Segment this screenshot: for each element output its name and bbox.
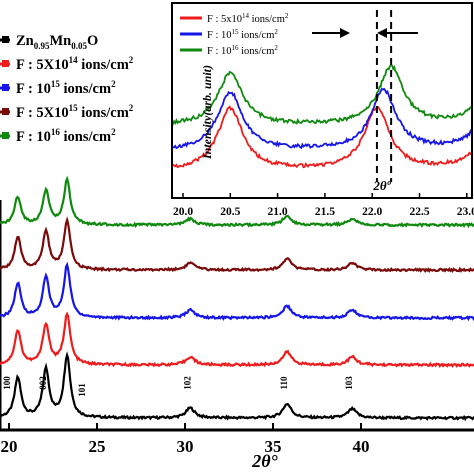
main-tick-label: 25	[89, 437, 106, 456]
inset-tick-label: 22.0	[362, 206, 382, 218]
main-series-line	[0, 261, 474, 322]
peak-label: 100	[2, 376, 12, 390]
legend-label: Zn0.95Mn0.05O	[16, 33, 98, 51]
main-series-line	[0, 351, 474, 422]
peak-label: 102	[182, 376, 192, 390]
inset-y-axis-label: Intensity(arb. unit)	[200, 65, 214, 160]
legend-marker	[2, 60, 9, 67]
inset-tick-label: 21.5	[315, 206, 335, 218]
main-tick-label: 40	[353, 437, 370, 456]
inset-legend: F : 5x1014 ions/cm2 F : 1015 ions/cm2 F : …	[180, 12, 289, 57]
legend-label: F : 5X1015 ions/cm2	[16, 103, 134, 121]
main-legend: Zn0.95Mn0.05O F : 5X1014 ions/cm2 F : 1015…	[0, 33, 134, 145]
right-arrow-head	[340, 28, 350, 38]
inset-tick-label: 20.0	[173, 206, 193, 218]
peak-label: 110	[279, 376, 289, 390]
main-series-line	[0, 175, 474, 229]
shift-arrows	[312, 28, 418, 38]
inset-tick-label: 20.5	[220, 206, 240, 218]
inset-x-axis-label: 2θº	[372, 178, 391, 193]
legend-label: F : 1015 ions/cm2	[16, 79, 116, 97]
inset-tick-label: 22.5	[409, 206, 429, 218]
inset-series-line	[173, 63, 471, 126]
main-series-line	[0, 311, 474, 368]
main-x-axis-label: 2θ°	[251, 451, 278, 471]
inset-series-line	[173, 87, 471, 150]
peak-label: 101	[77, 383, 87, 397]
inset-legend-label: F : 1015 ions/cm2	[207, 28, 278, 41]
legend-marker	[2, 36, 9, 43]
main-peak-labels: 100 002 101 102 110 103	[2, 376, 354, 397]
main-tick-label: 30	[177, 437, 194, 456]
main-series-group	[0, 175, 474, 422]
inset-series-group	[173, 63, 471, 169]
main-x-ticks: 20 25 30 35 40	[1, 423, 370, 456]
peak-label: 103	[344, 376, 354, 390]
legend-label: F : 5X1014 ions/cm2	[16, 55, 134, 73]
inset-x-ticks: 20.020.521.021.522.022.523.023.3	[173, 193, 474, 218]
legend-label: F : 1016 ions/cm2	[16, 127, 116, 145]
legend-marker	[2, 132, 9, 139]
inset-legend-label: F : 5x1014 ions/cm2	[207, 12, 289, 25]
main-tick-label: 20	[1, 437, 18, 456]
inset-tick-label: 23.0	[457, 206, 474, 218]
legend-marker	[2, 84, 9, 91]
left-arrow-head	[377, 28, 387, 38]
peak-label: 002	[38, 376, 48, 390]
legend-marker	[2, 108, 9, 115]
inset-series-line	[173, 105, 471, 169]
inset-tick-label: 21.0	[268, 206, 288, 218]
inset-legend-label: F : 1016 ions/cm2	[207, 44, 278, 57]
inset-reference-lines	[375, 10, 393, 182]
main-series-line	[0, 216, 474, 274]
main-tick-label: 35	[265, 437, 282, 456]
